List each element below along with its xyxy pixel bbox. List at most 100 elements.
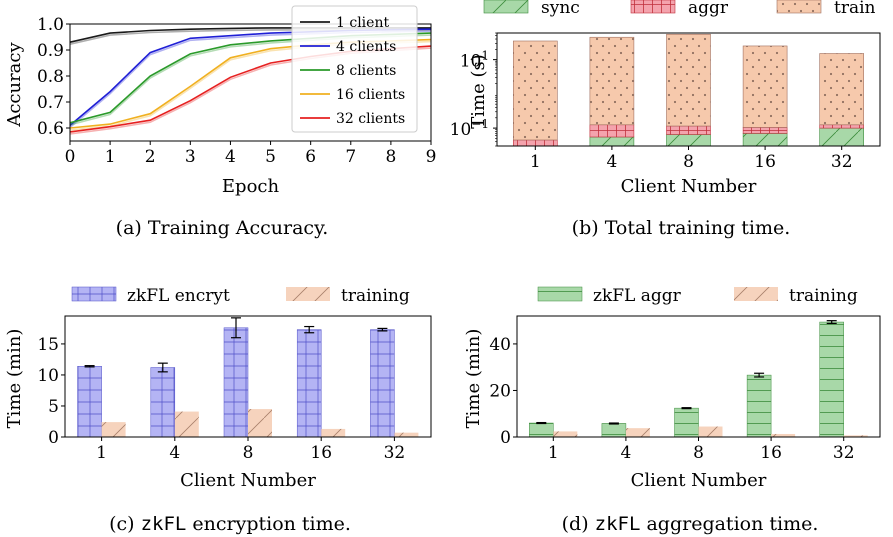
x-tick-label: 8	[683, 152, 694, 172]
legend-label-1: 4 clients	[336, 39, 396, 55]
y-axis-label: Time (s)	[468, 54, 489, 129]
plot-frame	[69, 23, 432, 142]
bar-hatch-sync-8	[666, 134, 711, 147]
y-tick-label: 0.8	[37, 67, 64, 87]
x-tick-label: 8	[693, 443, 704, 463]
legend-label-0: sync	[541, 0, 580, 18]
legend-label-1: aggr	[688, 0, 729, 18]
bar-hatch-aggr-32	[819, 124, 865, 129]
bar-hatch-1-32	[394, 432, 419, 437]
x-axis-label: Epoch	[222, 176, 280, 197]
x-axis-label: Client Number	[621, 176, 757, 197]
y-tick-label: 0.7	[37, 93, 64, 113]
bar-hatch-0-4	[150, 367, 176, 438]
y-tick-label: 1.0	[37, 15, 64, 35]
x-tick-label: 6	[305, 147, 316, 167]
legend-label-0: zkFL aggr	[593, 286, 682, 306]
bar-hatch-train-4	[589, 36, 635, 126]
x-tick-label: 5	[265, 147, 276, 167]
panel-a-training-accuracy: 0 1 2 3 4 5 6 7 8 9 0.6 0.7 0.8 0.9 1.0 Epoch Accuracy 1 …	[4, 5, 437, 197]
caption-c: (c) zkFL encryption time.	[109, 513, 351, 535]
legend-label-2: 8 clients	[336, 63, 396, 79]
x-tick-label: 32	[831, 152, 853, 172]
y-axis-label: Time (min)	[463, 329, 484, 429]
panel-b-total-training-time: 1 4 8 16 32 101 10−1 Client Number Time (s) sync a…	[450, 0, 881, 197]
x-tick-label: 1	[105, 147, 116, 167]
x-tick-label: 16	[754, 152, 776, 172]
bar-hatch-0-1	[77, 366, 102, 438]
x-tick-label: 7	[345, 147, 356, 167]
legend-swatch-hatch-1	[734, 287, 778, 301]
bar-hatch-aggr-8	[666, 125, 711, 135]
bar-hatch-train-8	[666, 33, 711, 127]
bar-hatch-1-1	[101, 422, 126, 437]
bar-hatch-sync-16	[742, 133, 788, 147]
bar-hatch-train-32	[819, 53, 865, 126]
x-tick-label: 32	[384, 443, 406, 463]
x-tick-label: 0	[65, 147, 76, 167]
x-tick-label: 3	[185, 147, 196, 167]
y-tick-label: 0	[48, 428, 59, 448]
bar-hatch-train-16	[742, 45, 788, 128]
bar-hatch-0-32	[819, 321, 844, 438]
bar-hatch-1-16	[771, 433, 796, 437]
x-tick-label: 16	[760, 443, 782, 463]
legend-swatch-hatch-1	[630, 0, 676, 14]
x-tick-label: 4	[606, 152, 617, 172]
legend-label-4: 32 clients	[336, 111, 405, 127]
y-tick-label: 0	[500, 428, 511, 448]
bar-hatch-1-4	[174, 411, 199, 437]
bar-hatch-0-4	[601, 423, 627, 438]
x-tick-label: 1	[548, 443, 559, 463]
legend-swatch-hatch-0	[483, 0, 529, 14]
y-tick-label: 10	[37, 366, 59, 386]
x-tick-label: 2	[145, 147, 156, 167]
x-axis-label: Client Number	[180, 470, 316, 491]
y-axis-label: Time (min)	[4, 329, 25, 429]
bar-hatch-0-1	[529, 422, 554, 438]
bar-hatch-1-8	[698, 426, 723, 437]
x-tick-label: 9	[426, 147, 437, 167]
panel-d-aggregation-time: 1 4 8 16 32 0 20 40 Client Number Time (min) zkFL …	[463, 286, 881, 491]
x-tick-label: 8	[243, 443, 254, 463]
x-tick-label: 1	[530, 152, 541, 172]
x-tick-label: 4	[169, 443, 180, 463]
legend-box	[291, 5, 418, 133]
legend-label-0: 1 client	[336, 15, 389, 31]
bar-hatch-sync-4	[589, 136, 635, 147]
x-tick-label: 8	[385, 147, 396, 167]
x-tick-label: 4	[225, 147, 236, 167]
y-tick-label: 10−1	[450, 117, 489, 140]
legend-swatch-hatch-0	[71, 286, 117, 302]
bar-hatch-1-4	[625, 428, 650, 437]
x-axis-label: Client Number	[631, 470, 767, 491]
y-tick-label: 101	[460, 49, 489, 72]
legend-label-2: train	[834, 0, 876, 18]
y-tick-label: 0.6	[37, 119, 64, 139]
legend-swatch-hatch-1	[286, 287, 330, 301]
x-tick-label: 4	[620, 443, 631, 463]
y-tick-label: 0.9	[37, 41, 64, 61]
x-tick-label: 32	[833, 443, 855, 463]
y-tick-label: 15	[37, 335, 59, 355]
caption-d: (d) zkFL aggregation time.	[562, 513, 819, 535]
caption-a: (a) Training Accuracy.	[116, 217, 329, 239]
bar-hatch-train-1	[512, 40, 558, 141]
bar-hatch-1-1	[553, 431, 578, 437]
y-tick-label: 40	[489, 335, 511, 355]
bar-hatch-aggr-16	[742, 127, 788, 134]
panel-c-encryption-time: 1 4 8 16 32 0 5 10 15 Client Number Time (min) zkFL…	[4, 286, 432, 491]
legend-label-1: training	[341, 286, 410, 306]
y-axis-label: Accuracy	[4, 42, 25, 128]
bar-hatch-1-32	[843, 435, 868, 437]
bar-hatch-sync-32	[819, 127, 865, 147]
bar-hatch-0-8	[223, 327, 249, 438]
legend-label-0: zkFL encryt	[127, 286, 230, 306]
bar-hatch-0-16	[746, 374, 772, 438]
bar-hatch-1-16	[321, 428, 346, 437]
bar-hatch-0-8	[674, 407, 699, 438]
bar-hatch-0-16	[296, 329, 322, 438]
legend-label-3: 16 clients	[336, 87, 405, 103]
legend-label-1: training	[789, 286, 858, 306]
